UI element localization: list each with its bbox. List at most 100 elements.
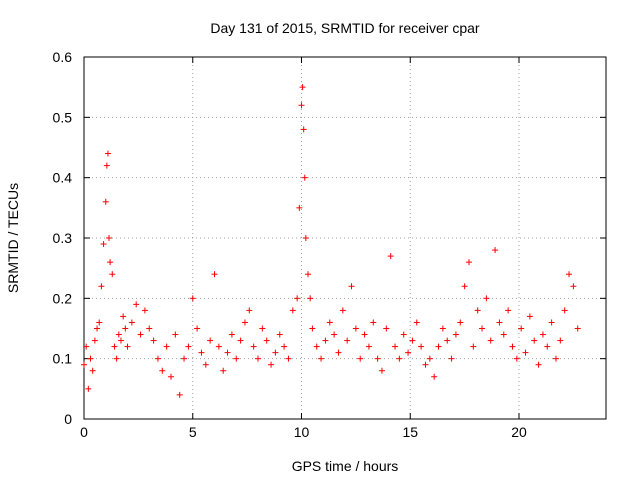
data-point bbox=[281, 343, 288, 350]
data-point bbox=[557, 337, 564, 344]
data-point bbox=[246, 307, 253, 314]
y-axis-title: SRMTID / TECUs bbox=[5, 183, 21, 293]
data-point bbox=[365, 343, 372, 350]
data-point bbox=[189, 295, 196, 302]
data-point bbox=[526, 313, 533, 320]
data-point bbox=[531, 337, 538, 344]
data-point bbox=[348, 283, 355, 290]
data-point bbox=[492, 247, 499, 254]
data-point bbox=[289, 307, 296, 314]
data-point bbox=[307, 295, 314, 302]
data-point bbox=[276, 331, 283, 338]
x-tick-label: 0 bbox=[80, 424, 88, 440]
data-point bbox=[109, 271, 116, 278]
data-point bbox=[352, 325, 359, 332]
data-point bbox=[176, 391, 183, 398]
data-point bbox=[259, 325, 266, 332]
data-point bbox=[439, 325, 446, 332]
data-point bbox=[361, 331, 368, 338]
data-point bbox=[141, 307, 148, 314]
data-point bbox=[570, 283, 577, 290]
data-point bbox=[207, 337, 214, 344]
data-point bbox=[202, 361, 209, 368]
data-point bbox=[268, 361, 275, 368]
data-point bbox=[263, 337, 270, 344]
data-point bbox=[89, 367, 96, 374]
data-point bbox=[552, 355, 559, 362]
data-point bbox=[137, 331, 144, 338]
data-point bbox=[400, 331, 407, 338]
data-point bbox=[544, 343, 551, 350]
data-point bbox=[296, 204, 303, 211]
data-point bbox=[294, 295, 301, 302]
data-point bbox=[470, 343, 477, 350]
data-point bbox=[181, 355, 188, 362]
data-point bbox=[146, 325, 153, 332]
data-point bbox=[255, 355, 261, 362]
data-point bbox=[224, 349, 231, 356]
data-point bbox=[444, 337, 451, 344]
data-point bbox=[299, 84, 306, 91]
data-point bbox=[103, 162, 110, 169]
data-point bbox=[298, 102, 305, 109]
data-point bbox=[102, 198, 109, 205]
data-point bbox=[483, 295, 490, 302]
y-tick-labels: 0 0.1 0.2 0.3 0.4 0.5 0.6 bbox=[53, 49, 73, 427]
data-point bbox=[128, 319, 135, 326]
x-tick-label: 15 bbox=[402, 424, 418, 440]
x-axis-title: GPS time / hours bbox=[292, 458, 399, 474]
chart-title: Day 131 of 2015, SRMTID for receiver cpa… bbox=[210, 20, 480, 36]
data-point bbox=[120, 313, 127, 320]
data-point bbox=[535, 361, 542, 368]
data-point bbox=[98, 283, 105, 290]
data-point bbox=[237, 337, 244, 344]
y-tick-label: 0.1 bbox=[53, 351, 73, 367]
data-point bbox=[396, 355, 403, 362]
data-point bbox=[100, 241, 107, 248]
data-point bbox=[250, 343, 257, 350]
data-point bbox=[113, 355, 120, 362]
data-point bbox=[168, 373, 174, 380]
data-point bbox=[509, 343, 516, 350]
data-point bbox=[357, 355, 364, 362]
data-point bbox=[465, 259, 472, 266]
data-point bbox=[115, 331, 122, 338]
grid-layer bbox=[84, 57, 606, 419]
data-point bbox=[83, 343, 90, 350]
data-point bbox=[159, 367, 166, 374]
data-point bbox=[301, 174, 308, 181]
data-point bbox=[461, 283, 468, 290]
data-point bbox=[409, 337, 416, 344]
data-point bbox=[163, 343, 170, 350]
data-point bbox=[500, 331, 507, 338]
data-point bbox=[566, 271, 573, 278]
data-point bbox=[322, 337, 329, 344]
data-point bbox=[313, 343, 320, 350]
x-tick-label: 10 bbox=[294, 424, 310, 440]
data-point bbox=[448, 355, 455, 362]
data-point bbox=[300, 126, 307, 133]
x-tick-labels: 0 5 10 15 20 bbox=[80, 424, 527, 440]
data-point bbox=[91, 337, 98, 344]
data-point bbox=[122, 325, 129, 332]
data-point bbox=[378, 367, 385, 374]
data-point bbox=[435, 343, 442, 350]
data-point bbox=[496, 319, 503, 326]
data-point bbox=[106, 235, 113, 241]
data-point bbox=[228, 331, 235, 338]
data-point bbox=[272, 349, 279, 356]
data-point bbox=[574, 325, 581, 332]
data-point bbox=[85, 385, 92, 392]
data-point bbox=[104, 150, 111, 157]
data-point bbox=[505, 307, 512, 314]
data-point bbox=[233, 355, 240, 362]
data-point bbox=[539, 331, 546, 338]
data-point bbox=[522, 349, 529, 356]
data-point bbox=[117, 337, 124, 344]
data-point bbox=[370, 319, 377, 326]
data-point bbox=[220, 367, 227, 374]
data-point bbox=[94, 325, 101, 332]
data-point bbox=[518, 325, 525, 332]
data-point bbox=[474, 307, 481, 314]
